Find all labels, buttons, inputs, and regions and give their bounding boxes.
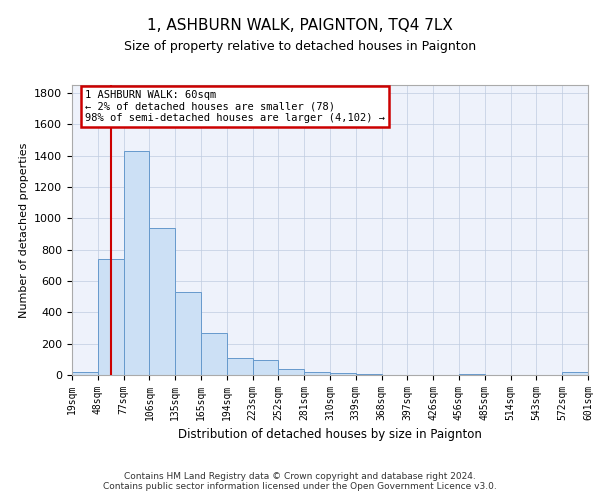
- Bar: [201, 333, 227, 375]
- Bar: [253, 360, 278, 375]
- Bar: [124, 151, 149, 375]
- Text: 1, ASHBURN WALK, PAIGNTON, TQ4 7LX: 1, ASHBURN WALK, PAIGNTON, TQ4 7LX: [147, 18, 453, 32]
- Text: Contains HM Land Registry data © Crown copyright and database right 2024.
Contai: Contains HM Land Registry data © Crown c…: [103, 472, 497, 491]
- Bar: [227, 358, 253, 375]
- Bar: [356, 374, 382, 375]
- Text: 1 ASHBURN WALK: 60sqm
← 2% of detached houses are smaller (78)
98% of semi-detac: 1 ASHBURN WALK: 60sqm ← 2% of detached h…: [85, 90, 385, 123]
- Text: Size of property relative to detached houses in Paignton: Size of property relative to detached ho…: [124, 40, 476, 53]
- Bar: [330, 374, 356, 375]
- Bar: [304, 372, 330, 375]
- Bar: [278, 368, 304, 375]
- Bar: [149, 228, 175, 375]
- Bar: [175, 292, 201, 375]
- Bar: [98, 259, 124, 375]
- X-axis label: Distribution of detached houses by size in Paignton: Distribution of detached houses by size …: [178, 428, 482, 442]
- Y-axis label: Number of detached properties: Number of detached properties: [19, 142, 29, 318]
- Bar: [562, 372, 588, 375]
- Bar: [459, 374, 485, 375]
- Bar: [72, 372, 98, 375]
